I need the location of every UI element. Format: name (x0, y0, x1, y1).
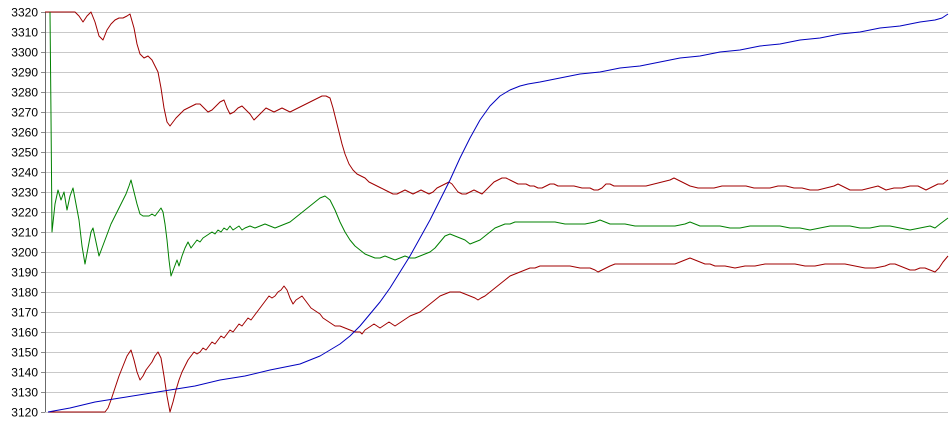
y-axis-label: 3310 (11, 26, 38, 40)
y-axis-label: 3260 (11, 126, 38, 140)
y-axis-label: 3250 (11, 146, 38, 160)
y-axis-label: 3300 (11, 46, 38, 60)
y-axis-label: 3160 (11, 326, 38, 340)
y-axis-label: 3120 (11, 406, 38, 420)
y-axis-label: 3280 (11, 86, 38, 100)
y-axis-label: 3210 (11, 226, 38, 240)
y-axis-label: 3240 (11, 166, 38, 180)
y-axis-label: 3130 (11, 386, 38, 400)
lower-red-line (48, 255, 949, 413)
y-axis-label: 3170 (11, 306, 38, 320)
blue-line (47, 13, 949, 413)
y-axis-label: 3150 (11, 346, 38, 360)
y-axis-label: 3230 (11, 186, 38, 200)
y-axis-label: 3190 (11, 266, 38, 280)
y-axis-label: 3200 (11, 246, 38, 260)
y-axis-label: 3270 (11, 106, 38, 120)
y-axis-label: 3320 (11, 6, 38, 20)
y-axis-label: 3290 (11, 66, 38, 80)
green-line (49, 11, 949, 277)
y-axis-label: 3180 (11, 286, 38, 300)
upper-red-line (45, 11, 949, 195)
y-axis-label: 3220 (11, 206, 38, 220)
y-axis-label: 3140 (11, 366, 38, 380)
